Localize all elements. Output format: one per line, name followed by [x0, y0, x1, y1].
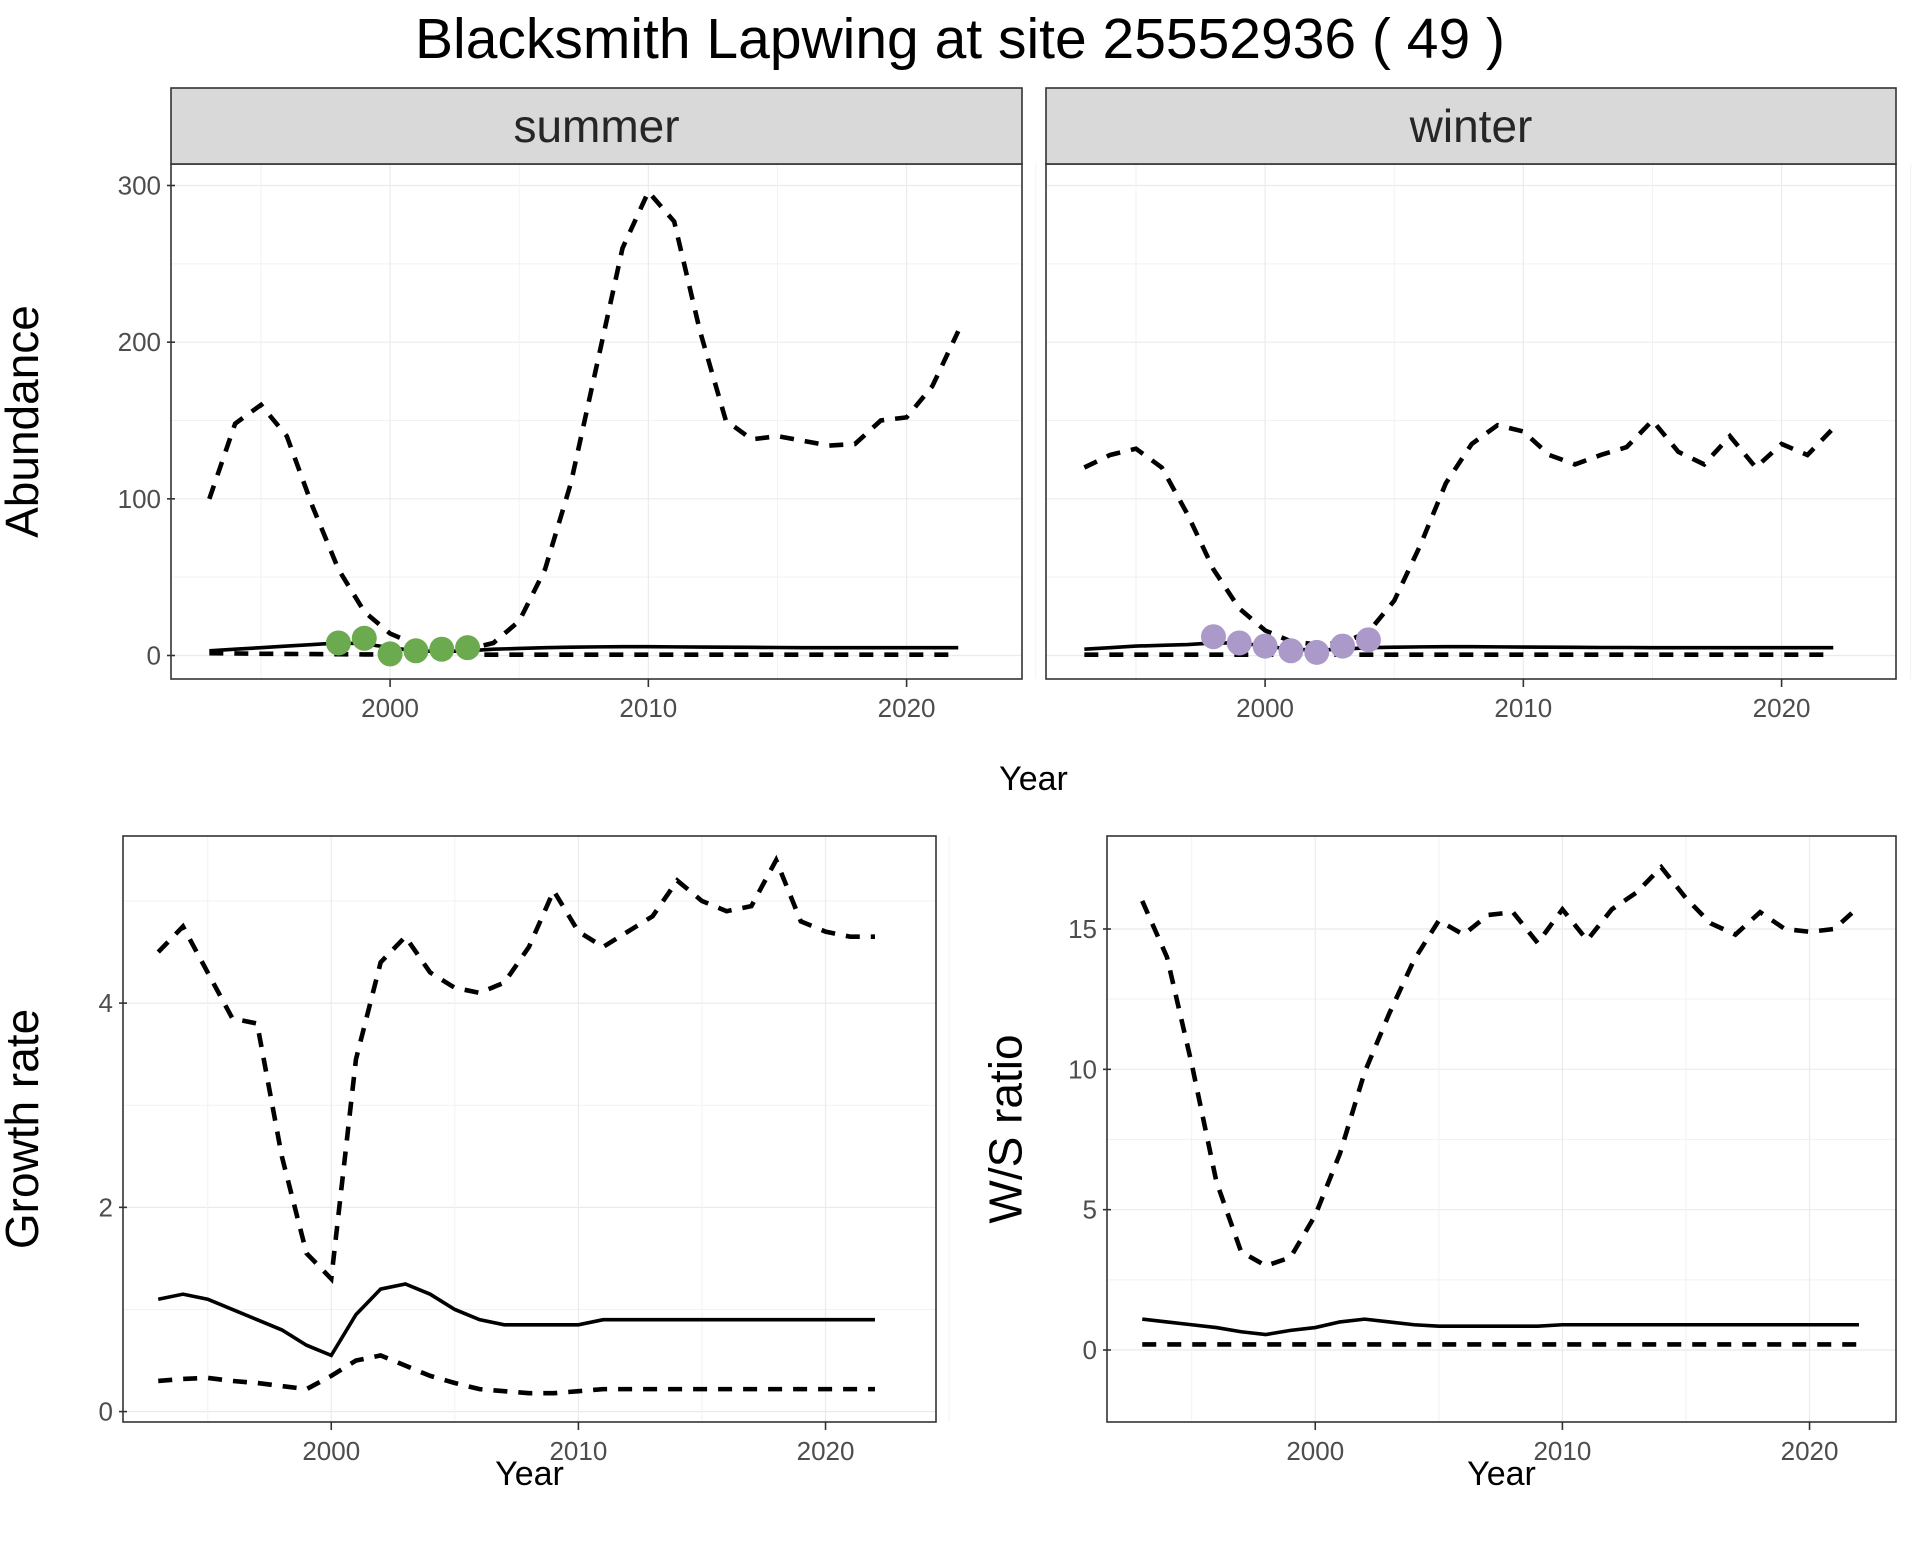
- svg-text:Year: Year: [999, 760, 1068, 798]
- svg-text:W/S ratio: W/S ratio: [980, 1034, 1032, 1223]
- svg-text:0: 0: [147, 641, 161, 671]
- svg-text:2020: 2020: [1753, 693, 1811, 723]
- svg-text:10: 10: [1068, 1054, 1097, 1084]
- svg-text:100: 100: [118, 484, 161, 514]
- svg-text:5: 5: [1083, 1195, 1097, 1225]
- svg-text:200: 200: [118, 327, 161, 357]
- svg-text:2000: 2000: [1286, 1436, 1344, 1466]
- svg-text:summer: summer: [513, 100, 679, 152]
- svg-text:2: 2: [99, 1192, 113, 1222]
- svg-text:winter: winter: [1409, 100, 1533, 152]
- svg-text:Year: Year: [495, 1455, 564, 1493]
- svg-text:Year: Year: [1467, 1455, 1536, 1493]
- svg-text:2000: 2000: [361, 693, 419, 723]
- svg-text:2010: 2010: [1533, 1436, 1591, 1466]
- svg-text:300: 300: [118, 171, 161, 201]
- svg-text:0: 0: [99, 1397, 113, 1427]
- svg-text:15: 15: [1068, 914, 1097, 944]
- svg-text:Growth rate: Growth rate: [0, 1009, 48, 1249]
- svg-text:2020: 2020: [797, 1436, 855, 1466]
- svg-text:4: 4: [99, 988, 113, 1018]
- svg-text:2000: 2000: [302, 1436, 360, 1466]
- svg-text:2020: 2020: [1781, 1436, 1839, 1466]
- svg-text:Abundance: Abundance: [0, 305, 48, 538]
- svg-text:2010: 2010: [619, 693, 677, 723]
- svg-text:2000: 2000: [1236, 693, 1294, 723]
- svg-text:2020: 2020: [878, 693, 936, 723]
- svg-text:0: 0: [1083, 1335, 1097, 1365]
- svg-text:2010: 2010: [1494, 693, 1552, 723]
